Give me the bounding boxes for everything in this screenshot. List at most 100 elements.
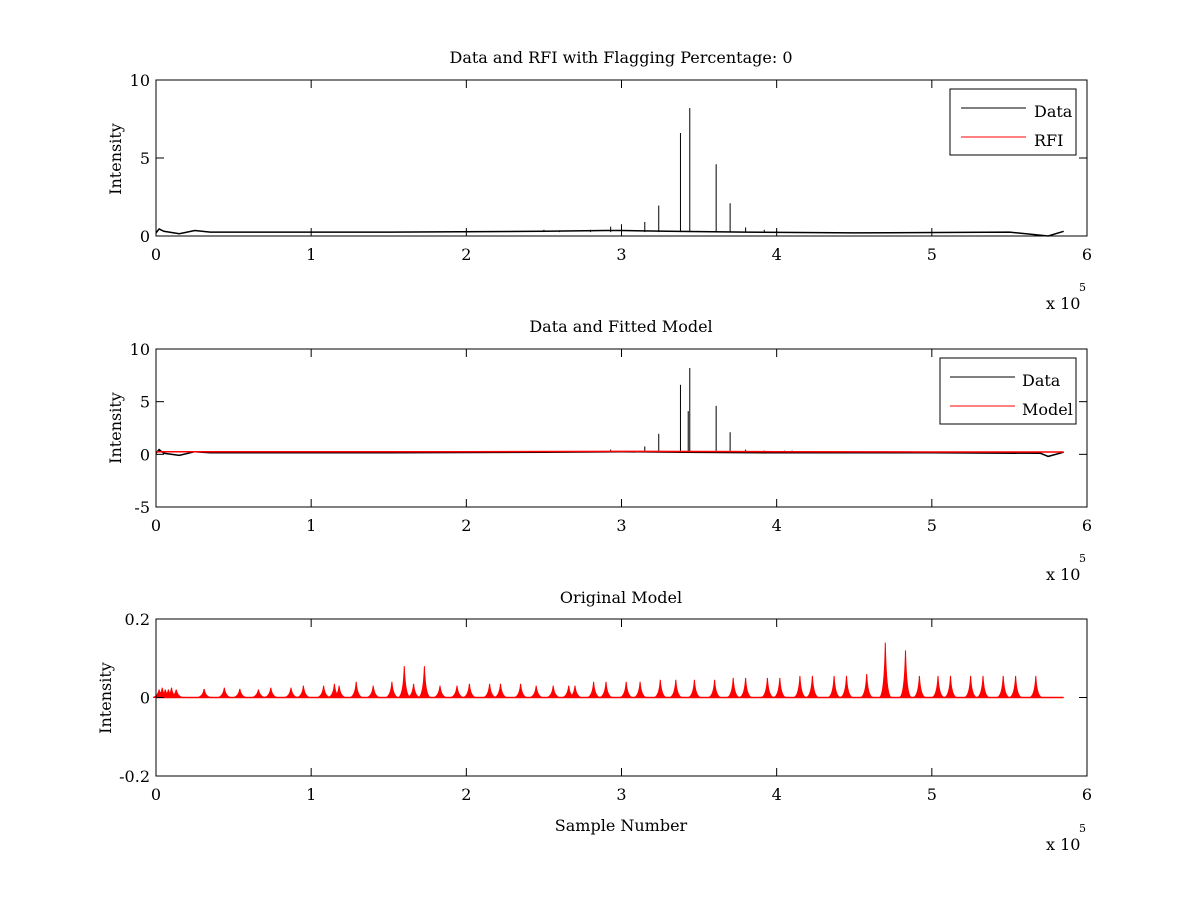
subplot-3-ytick-label: 0 [140, 689, 150, 708]
subplot-3-series-model-peak [450, 685, 464, 698]
subplot-3-plot-area: 0 1 2 3 4 5 6-0.200.2 [119, 610, 1092, 804]
subplot-3-series-model-peak [633, 681, 647, 698]
subplot-2: Data and Fitted Model Intensity 0 1 2 3 4 5 6 -… [106, 317, 1092, 584]
subplot-3-series-model-peak [976, 675, 990, 698]
subplot-1-xtick-label: 4 [772, 245, 782, 264]
subplot-2-legend-model-label: Model [1022, 400, 1073, 419]
subplot-3-series-model-peak [996, 675, 1010, 698]
subplot-2-series-model-line [156, 450, 1064, 453]
subplot-1: Data and RFI with Flagging Percentage: 0… [106, 48, 1092, 313]
subplot-1-ytick-label: 5 [140, 149, 150, 168]
subplot-2-xtick-label: 5 [927, 516, 937, 535]
subplot-2-ytick-label: -5 [134, 498, 150, 517]
subplot-2-xtick-label: 3 [616, 516, 626, 535]
subplot-2-legend-data-label: Data [1022, 371, 1061, 390]
subplot-3-series-model-peak [332, 685, 346, 698]
subplot-3-xlabel: Sample Number [555, 816, 688, 835]
subplot-3-series-model-peak [878, 642, 892, 698]
subplot-3-series-model-peak [233, 688, 246, 698]
subplot-1-xtick-label: 0 [151, 245, 161, 264]
subplot-3-series-model-peak [349, 681, 363, 698]
subplot-3-series-model-peak [669, 679, 683, 698]
subplot-3-series-model-peak [913, 675, 926, 698]
subplot-3-ytick-label: -0.2 [119, 767, 150, 786]
subplot-2-xtick-label: 6 [1082, 516, 1092, 535]
subplot-3-series-model-peak [568, 685, 582, 698]
subplot-3-series-model-peak [964, 675, 977, 698]
subplot-3-series-model-peak [463, 683, 476, 698]
subplot-3-series-model-peak [860, 673, 873, 698]
subplot-3-series-model-peak [418, 666, 431, 698]
subplot-3-series-model-peak [827, 675, 841, 698]
subplot-2-ytick-label: 5 [140, 393, 150, 412]
subplot-3-xtick-label: 2 [461, 785, 471, 804]
subplot-1-plot-area: 0 1 2 3 4 5 6 0 5 10 [130, 71, 1092, 264]
subplot-3-series-model-peak [367, 685, 380, 698]
subplot-1-legend-box [949, 88, 1077, 156]
subplot-2-ytick-label: 10 [130, 340, 150, 359]
subplot-3-series-model-peak [688, 679, 701, 698]
subplot-3-series-model-peak [385, 681, 399, 698]
subplot-3-xtick-label: 1 [306, 785, 316, 804]
subplot-3-xtick-label: 3 [616, 785, 626, 804]
subplot-3-xtick-label: 0 [151, 785, 161, 804]
subplot-3-series-model-peak [514, 683, 527, 698]
subplot-3-series-model-peak [494, 683, 507, 698]
subplot-2-title: Data and Fitted Model [529, 317, 712, 336]
subplot-3-series-model-peak [944, 675, 957, 698]
subplot-3-xtick-label: 5 [927, 785, 937, 804]
subplot-1-ylabel: Intensity [106, 123, 125, 195]
subplot-3-series-model-peak [1029, 675, 1043, 698]
subplot-1-ytick-label: 10 [130, 71, 150, 90]
subplot-3-series-model-peak [398, 666, 411, 698]
subplot-3-series-model-peak [899, 650, 912, 698]
subplot-3-series-model-peak [483, 683, 496, 698]
subplot-1-legend-rfi-label: RFI [1034, 131, 1063, 150]
subplot-3-series-model-peak [773, 677, 787, 698]
subplot-3-series-model-peak [654, 679, 667, 698]
subplot-3-series-model-peak [840, 675, 853, 698]
subplot-2-ylabel: Intensity [106, 392, 125, 464]
subplot-1-ytick-label: 0 [140, 227, 150, 246]
subplot-3: Original Model Intensity Sample Number 0… [96, 588, 1092, 854]
subplot-3-series-model-peak [1009, 675, 1022, 698]
subplot-3-series-model-peak [317, 685, 330, 698]
subplot-3-x-exponent-power: 5 [1079, 822, 1086, 835]
subplot-3-series-model-peak [587, 681, 600, 698]
subplot-1-xtick-label: 6 [1082, 245, 1092, 264]
subplot-3-series-model-peak [433, 685, 447, 698]
subplot-1-title: Data and RFI with Flagging Percentage: 0 [449, 48, 792, 67]
subplot-1-x-exponent-power: 5 [1079, 281, 1086, 294]
subplot-3-series-model-peak [264, 687, 277, 698]
subplot-3-series-model-peak [197, 688, 211, 698]
subplot-2-xtick-label: 1 [306, 516, 316, 535]
subplot-1-xtick-label: 3 [616, 245, 626, 264]
subplot-2-x-exponent-base: x 10 [1046, 565, 1080, 584]
subplot-3-x-exponent-base: x 10 [1046, 835, 1080, 854]
subplot-3-series-model-peak [218, 687, 231, 698]
subplot-2-xtick-label: 0 [151, 516, 161, 535]
subplot-1-legend-data-label: Data [1034, 102, 1073, 121]
subplot-3-series-model-peak [547, 685, 560, 698]
subplot-1-xtick-label: 1 [306, 245, 316, 264]
subplot-3-series-model-peak [252, 689, 265, 698]
subplot-2-legend: Data Model [939, 357, 1077, 425]
subplot-3-series-model-peak [931, 675, 945, 698]
subplot-3-series-model-peak [407, 683, 420, 698]
subplot-2-xtick-label: 2 [461, 516, 471, 535]
subplot-2-x-exponent-power: 5 [1079, 552, 1086, 565]
subplot-2-ytick-label: 0 [140, 445, 150, 464]
subplot-3-series-model-peak [806, 675, 819, 698]
subplot-3-series-model-peak [793, 675, 807, 698]
subplot-2-legend-box [939, 357, 1077, 425]
subplot-3-xtick-label: 4 [772, 785, 782, 804]
subplot-2-xtick-label: 4 [772, 516, 782, 535]
subplot-1-legend: Data RFI [949, 88, 1077, 156]
subplot-3-series-model-peak [170, 689, 183, 698]
subplot-3-series-model-peak [726, 677, 740, 698]
subplot-3-series-model-peak [530, 685, 543, 698]
subplot-3-series-model-peak [708, 679, 721, 698]
